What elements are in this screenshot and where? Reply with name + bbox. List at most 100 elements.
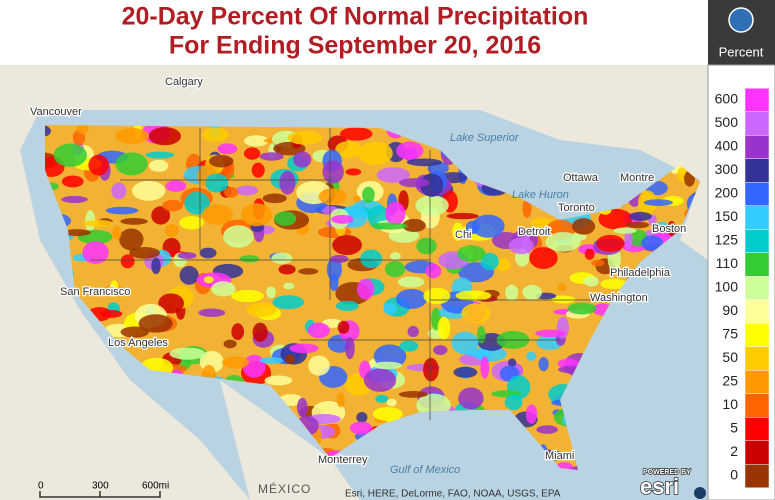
precip-patch xyxy=(222,356,250,369)
precip-patch xyxy=(356,278,375,300)
precip-patch xyxy=(308,355,330,376)
precip-patch xyxy=(625,221,650,229)
city-label: Ottawa xyxy=(563,172,599,184)
precip-patch xyxy=(398,391,428,398)
precip-patch xyxy=(223,225,254,248)
precip-patch xyxy=(526,351,537,361)
precip-patch xyxy=(289,343,319,354)
precip-patch xyxy=(61,175,84,188)
precip-patch xyxy=(371,222,408,230)
precip-patch xyxy=(223,339,237,349)
scale-label: 300 xyxy=(92,481,109,492)
precip-patch xyxy=(505,284,519,301)
water-label: Lake Huron xyxy=(512,189,569,201)
precip-patch xyxy=(322,160,344,184)
precip-patch xyxy=(112,225,122,240)
precip-patch xyxy=(138,314,173,333)
precip-patch xyxy=(271,252,293,264)
precip-patch xyxy=(480,252,499,271)
city-label: Miami xyxy=(545,450,574,462)
precip-patch xyxy=(522,284,542,300)
precip-patch xyxy=(504,394,523,411)
precip-patch xyxy=(480,356,490,379)
precip-patch xyxy=(199,247,217,259)
precip-patch xyxy=(120,218,148,225)
precip-patch xyxy=(243,147,261,160)
precip-patch xyxy=(307,322,330,339)
precip-patch xyxy=(384,260,406,278)
attribution: Esri, HERE, DeLorme, FAO, NOAA, USGS, EP… xyxy=(345,489,561,500)
precip-patch xyxy=(457,245,486,262)
legend-label: 125 xyxy=(715,232,739,248)
precip-patch xyxy=(406,158,443,167)
precip-patch xyxy=(420,173,444,197)
precip-patch xyxy=(397,276,425,288)
precip-patch xyxy=(239,255,260,263)
country-label: MÉXICO xyxy=(258,481,311,496)
precip-patch xyxy=(278,264,296,275)
precip-patch xyxy=(525,404,538,424)
legend-swatch xyxy=(744,276,770,300)
precip-patch xyxy=(287,131,323,145)
legend-label: 600 xyxy=(715,91,739,107)
precip-patch xyxy=(241,203,273,227)
precip-patch xyxy=(451,331,479,355)
scale-label: 600mi xyxy=(142,481,169,492)
precip-patch xyxy=(198,308,226,317)
precip-patch xyxy=(567,302,597,315)
precip-patch xyxy=(53,143,87,167)
precip-patch xyxy=(76,125,89,134)
precip-patch xyxy=(293,151,312,168)
city-label: Los Angeles xyxy=(108,337,168,349)
precip-patch xyxy=(272,295,304,310)
precip-patch xyxy=(279,170,296,195)
city-label: Toronto xyxy=(558,202,595,214)
precip-patch xyxy=(655,221,669,229)
precip-patch xyxy=(179,265,199,285)
precip-patch xyxy=(243,135,269,147)
legend-label: 75 xyxy=(722,326,738,342)
precip-patch xyxy=(508,237,534,255)
state-borders xyxy=(90,128,600,420)
precip-patch xyxy=(296,397,308,418)
legend-swatch xyxy=(744,182,770,206)
precip-patch xyxy=(437,316,451,340)
precip-patch xyxy=(242,354,266,378)
precip-patch xyxy=(318,188,347,205)
precip-patch xyxy=(266,286,276,299)
legend-label: 150 xyxy=(715,208,739,224)
precip-patch xyxy=(600,278,628,290)
precip-patch xyxy=(335,300,359,312)
precip-patch xyxy=(83,220,114,227)
logo-brand: esri xyxy=(640,474,679,499)
logo-caption: POWERED BY xyxy=(643,469,691,476)
precip-patch xyxy=(115,152,148,176)
precip-patch xyxy=(383,302,397,315)
precip-patch xyxy=(363,368,397,392)
legend-label: 300 xyxy=(715,161,739,177)
title-bar xyxy=(0,0,775,65)
precip-patch xyxy=(352,195,361,202)
title-line: 20-Day Percent Of Normal Precipitation xyxy=(122,3,589,31)
precip-patch xyxy=(203,276,214,284)
legend-swatch xyxy=(744,440,770,465)
title-line: For Ending September 20, 2016 xyxy=(169,32,541,60)
precip-patch xyxy=(169,347,206,360)
city-label: Monterrey xyxy=(318,454,368,466)
precip-patch xyxy=(120,326,150,338)
precip-patch xyxy=(336,392,346,408)
legend-label: 50 xyxy=(722,349,738,365)
precip-patch xyxy=(88,154,109,176)
precip-patch xyxy=(399,178,430,188)
info-button[interactable] xyxy=(694,487,706,499)
precip-patch xyxy=(386,398,397,407)
precip-patch xyxy=(536,425,558,434)
precip-patch xyxy=(109,280,119,297)
precip-patch xyxy=(115,128,150,144)
precip-patch xyxy=(259,357,284,364)
precip-patch xyxy=(538,357,549,372)
precip-patch xyxy=(425,263,442,279)
precip-patch xyxy=(385,201,406,226)
precip-patch xyxy=(129,247,161,259)
precip-patch xyxy=(331,214,354,224)
